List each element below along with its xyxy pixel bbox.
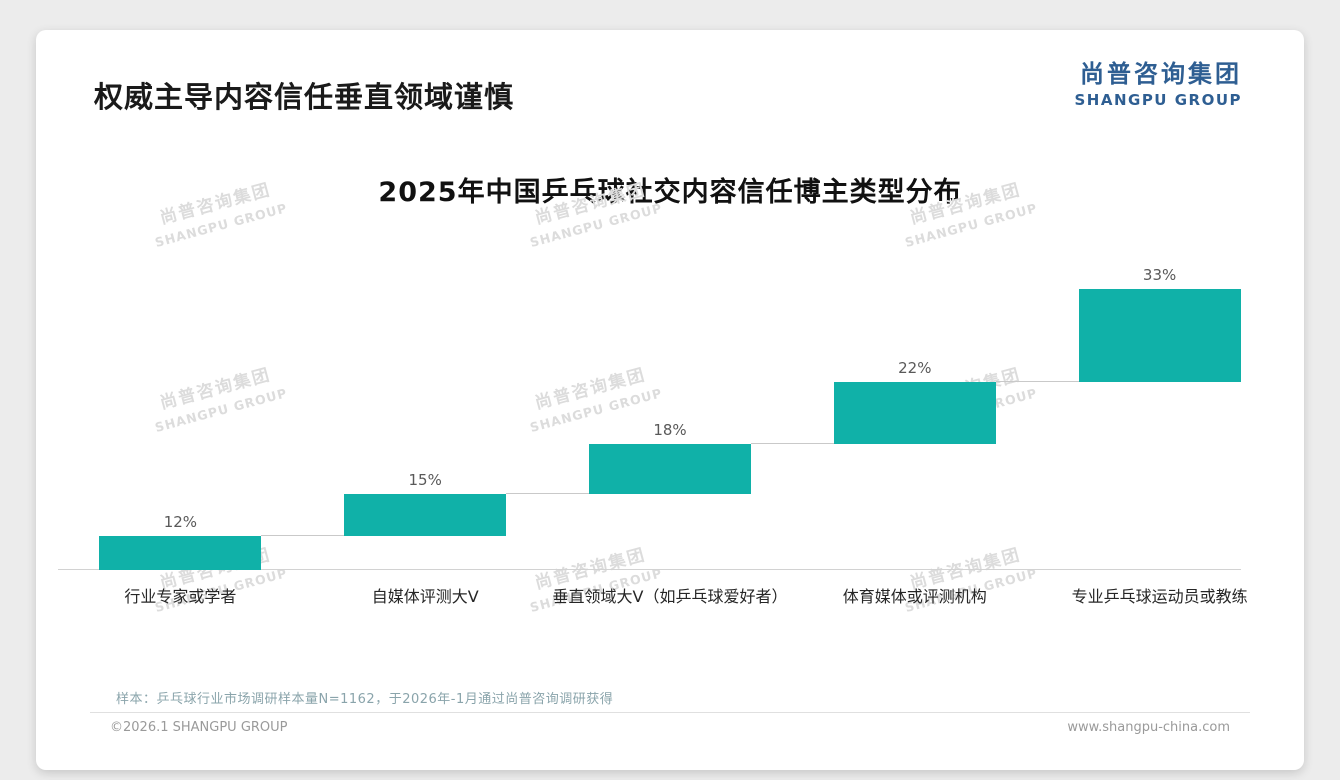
value-label: 12% [163, 513, 198, 532]
connector-line [261, 535, 345, 537]
bar-2 [589, 443, 751, 495]
category-label: 垂直领域大V（如乒乓球爱好者） [552, 587, 788, 606]
logo-cn-text: 尚普咨询集团 [1080, 60, 1242, 88]
page-title: 权威主导内容信任垂直领域谨慎 [94, 80, 515, 114]
value-label: 18% [653, 420, 687, 439]
logo-en-text: SHANGPU GROUP [1074, 91, 1242, 109]
bar-3 [833, 381, 996, 444]
connector-line [995, 380, 1079, 382]
category-label: 体育媒体或评测机构 [842, 587, 987, 606]
footer-divider [90, 712, 1250, 713]
value-label: 33% [1142, 266, 1177, 284]
website-url: www.shangpu-china.com [1067, 720, 1230, 735]
category-label: 行业专家或学者 [124, 587, 237, 606]
value-label: 15% [408, 471, 442, 490]
slide-card: 权威主导内容信任垂直领域谨慎 尚普咨询集团 SHANGPU GROUP 2025… [36, 30, 1304, 770]
waterfall-plot: 12% 行业专家或学者 15% 自媒体评测大V 18% 垂直领域大V（如乒乓球爱好者） 22… [58, 264, 1282, 606]
shangpu-logo: 尚普咨询集团 SHANGPU GROUP [1074, 54, 1242, 109]
bar-0 [99, 536, 262, 570]
chart-title: 2025年中国乒乓球社交内容信任博主类型分布 [378, 177, 962, 208]
connector-line [506, 493, 589, 495]
value-label: 22% [898, 358, 932, 377]
footer: ©2026.1 SHANGPU GROUP www.shangpu-china.… [110, 720, 1230, 735]
category-label: 自媒体评测大V [371, 587, 479, 606]
sample-footnote: 样本：乒乓球行业市场调研样本量N=1162，于2026年-1月通过尚普咨询调研获… [116, 692, 614, 707]
x-axis-line [58, 569, 1241, 570]
category-label: 专业乒乓球运动员或教练 [1071, 587, 1248, 606]
connector-line [751, 442, 834, 444]
copyright-text: ©2026.1 SHANGPU GROUP [110, 720, 288, 735]
bar-4 [1078, 289, 1241, 382]
bar-1 [344, 494, 507, 537]
